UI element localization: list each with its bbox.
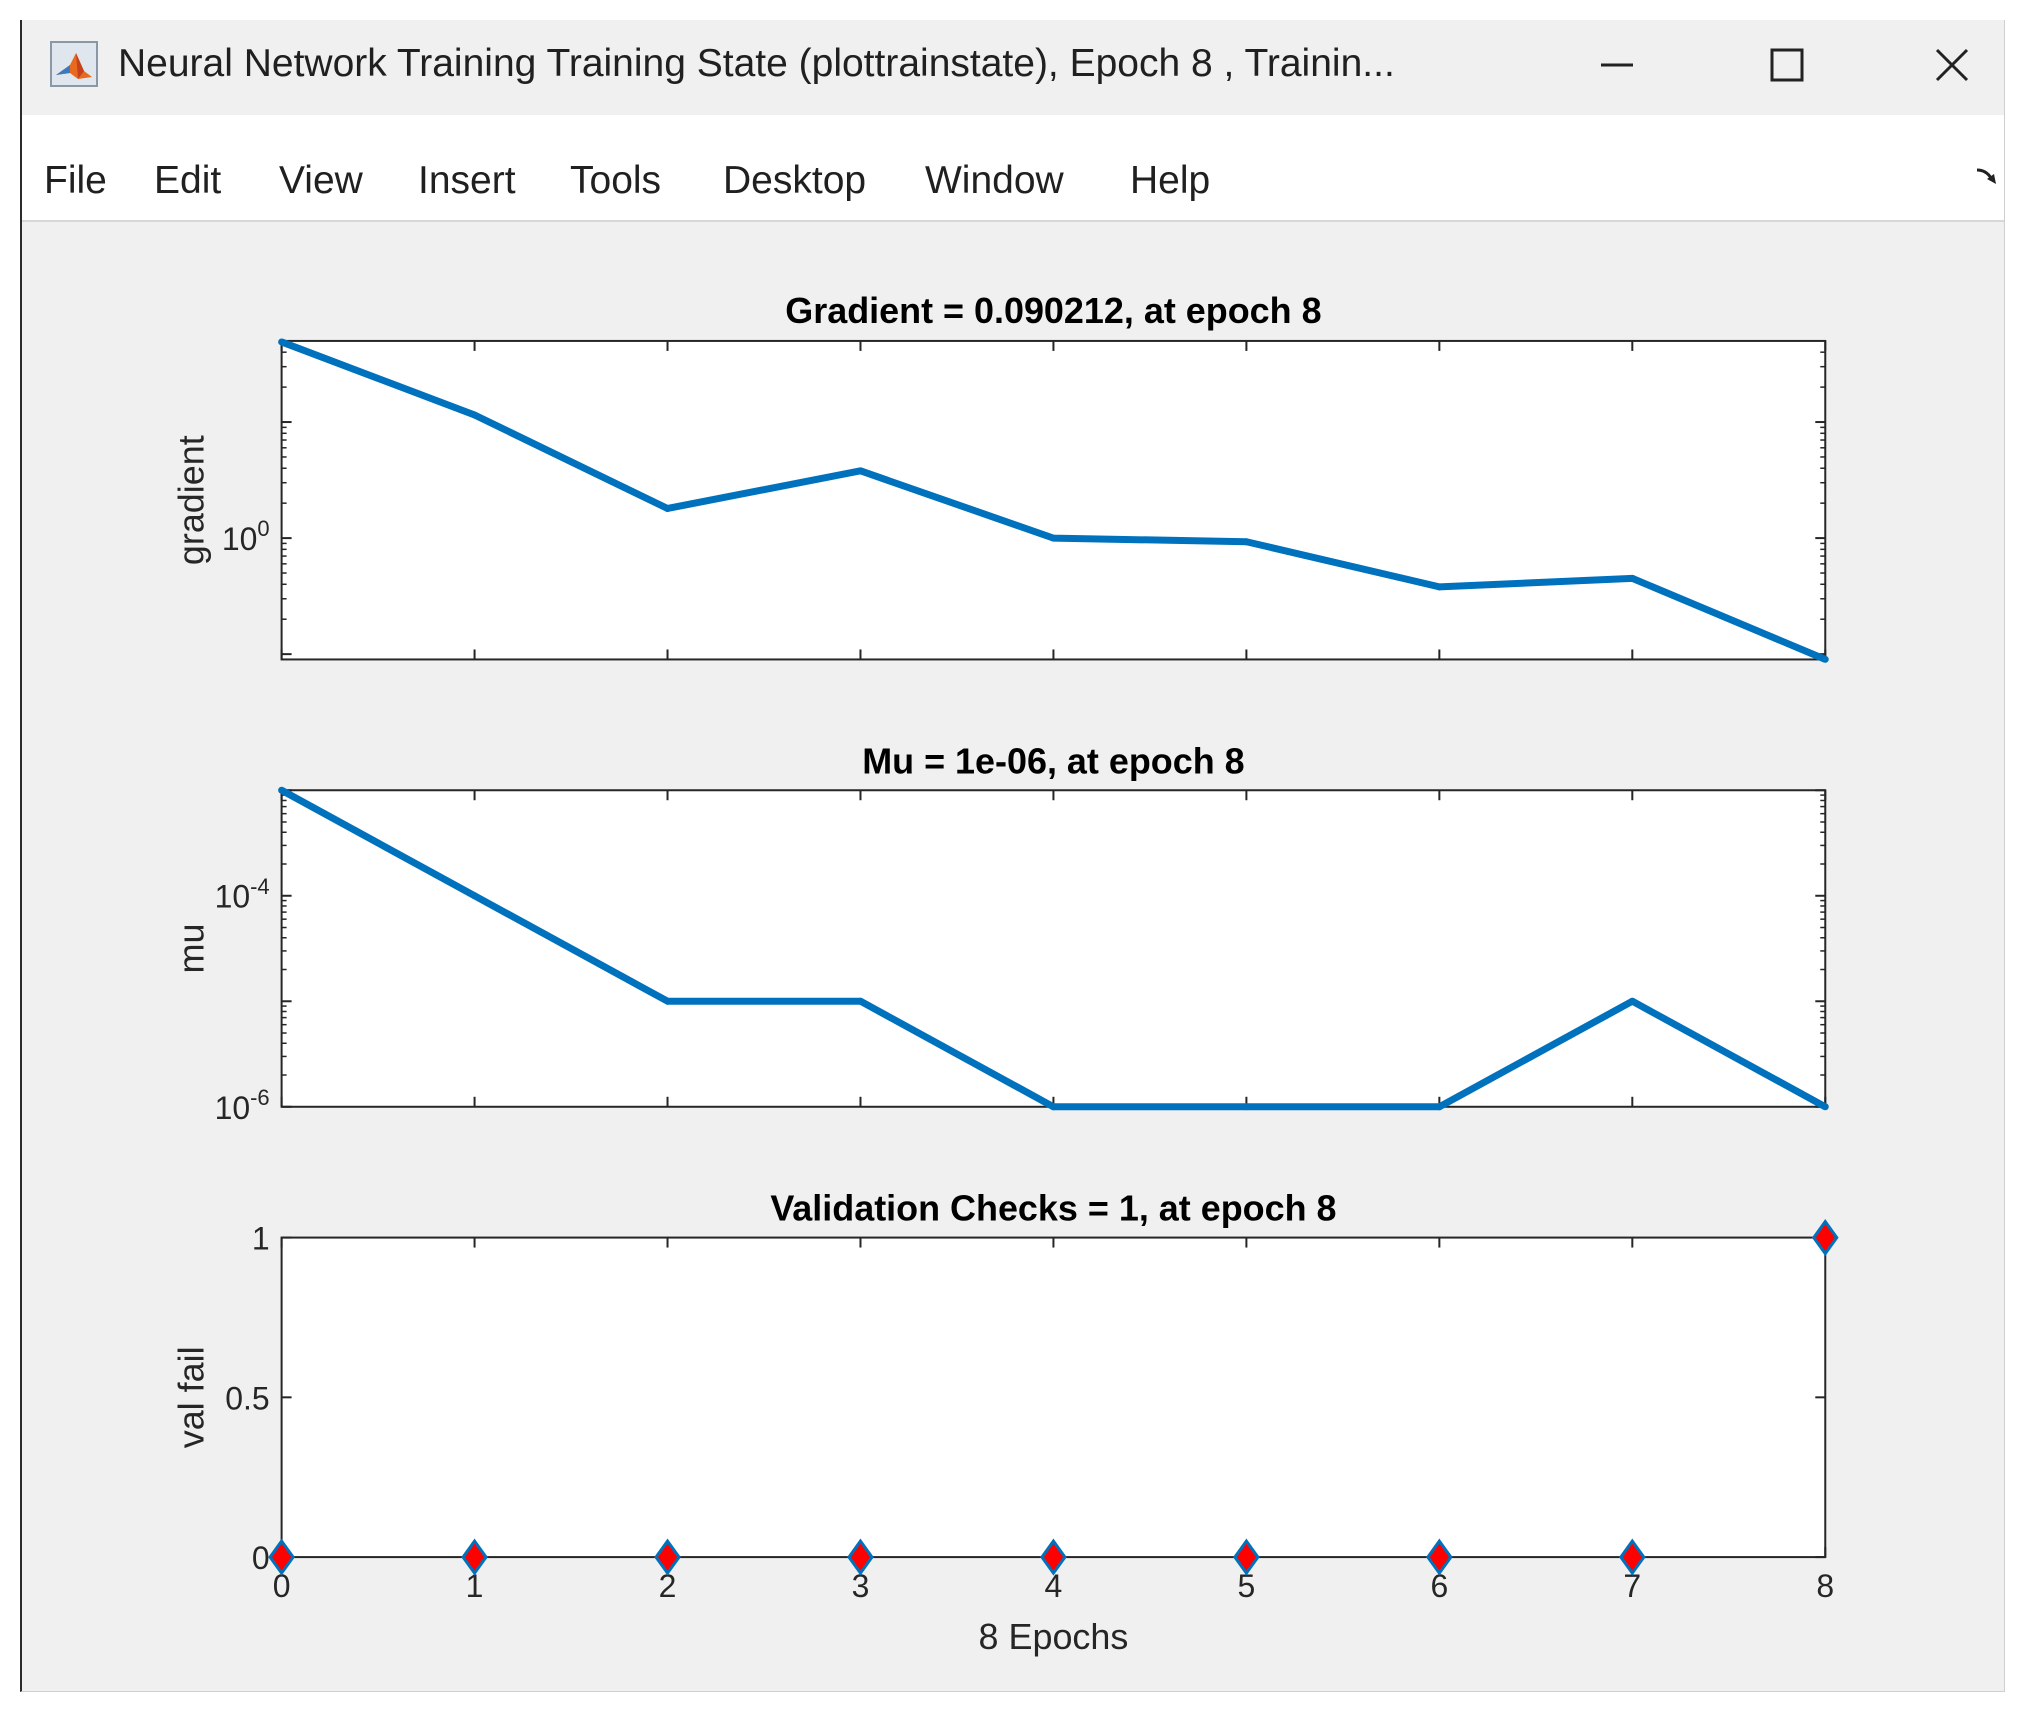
dock-arrow-icon[interactable]: [1974, 165, 1998, 189]
y-tick-label: 0: [252, 1540, 270, 1576]
y-axis-label: gradient: [171, 435, 212, 565]
data-point: [856, 467, 864, 475]
menu-edit[interactable]: Edit: [154, 159, 222, 202]
x-tick-label: 4: [1045, 1568, 1063, 1604]
x-tick-label: 7: [1623, 1568, 1641, 1604]
data-point: [471, 411, 479, 419]
data-point: [1242, 1103, 1250, 1111]
matlab-logo-icon: [50, 41, 98, 87]
x-tick-label: 5: [1238, 1568, 1256, 1604]
title-bar[interactable]: Neural Network Training Training State (…: [22, 20, 2004, 115]
data-point: [1435, 1103, 1443, 1111]
data-point: [1628, 574, 1636, 582]
y-tick-label: 0.5: [225, 1380, 269, 1416]
menu-insert[interactable]: Insert: [418, 159, 516, 202]
axes-1: 100 Gradient = 0.090212, at epoch 8 gradie…: [171, 290, 1829, 663]
close-icon: [1935, 48, 1969, 82]
data-point: [1628, 997, 1636, 1005]
diamond-marker: [1040, 1538, 1067, 1576]
y-tick-label: 100: [222, 516, 270, 557]
data-point: [278, 786, 286, 794]
diamond-marker: [1233, 1538, 1260, 1576]
data-point: [664, 997, 672, 1005]
minimize-button[interactable]: [1567, 32, 1667, 98]
data-point: [1821, 655, 1829, 663]
menu-help[interactable]: Help: [1130, 159, 1211, 202]
diamond-marker: [1811, 1219, 1839, 1257]
x-tick-label: 3: [852, 1568, 870, 1604]
data-point: [1435, 583, 1443, 591]
minimize-icon: [1601, 63, 1633, 67]
plot-area: [280, 1236, 1827, 1559]
menu-desktop[interactable]: Desktop: [723, 159, 867, 202]
maximize-button[interactable]: [1737, 32, 1837, 98]
menu-window[interactable]: Window: [925, 159, 1064, 202]
plot-area: [280, 339, 1827, 661]
chart-title: Mu = 1e-06, at epoch 8: [862, 740, 1244, 781]
data-point: [278, 338, 286, 346]
menu-file[interactable]: File: [44, 159, 107, 202]
data-point: [664, 504, 672, 512]
diamond-marker: [847, 1538, 874, 1576]
plot-area: [280, 789, 1827, 1108]
x-axis-label: 8 Epochs: [979, 1616, 1129, 1657]
data-point: [1049, 534, 1057, 542]
y-tick-label: 10-4: [215, 874, 270, 915]
maximize-icon: [1770, 48, 1804, 82]
data-point: [856, 997, 864, 1005]
y-axis-label: mu: [171, 924, 212, 974]
menu-view[interactable]: View: [279, 159, 363, 202]
window-title: Neural Network Training Training State (…: [118, 42, 1395, 85]
chart-title: Validation Checks = 1, at epoch 8: [770, 1188, 1336, 1229]
data-point: [1049, 1103, 1057, 1111]
diamond-marker: [1426, 1538, 1453, 1576]
data-point: [1821, 1103, 1829, 1111]
diamond-marker: [268, 1538, 295, 1576]
x-tick-label: 6: [1430, 1568, 1448, 1604]
menu-tools[interactable]: Tools: [570, 159, 662, 202]
diamond-marker: [461, 1538, 488, 1576]
data-point: [471, 892, 479, 900]
x-tick-label: 8: [1816, 1568, 1834, 1604]
figure-window: Neural Network Training Training State (…: [20, 20, 2005, 1692]
axes-2: 10-4 10-6 Mu = 1e-06, at epoch 8 mu: [171, 740, 1829, 1126]
data-point: [1242, 538, 1250, 546]
y-tick-label: 10-6: [215, 1085, 270, 1126]
menu-bar: File Edit View Insert Tools Desktop Wind…: [22, 115, 2004, 222]
x-tick-label: 2: [659, 1568, 677, 1604]
y-tick-label: 1: [252, 1221, 270, 1257]
y-axis-label: val fail: [171, 1346, 212, 1448]
axes-3: 0 0.5 1 0 1 2 3 4 5 6 7 8 Validation Checks = 1, at …: [171, 1188, 1839, 1657]
x-tick-label: 0: [273, 1568, 291, 1604]
chart-title: Gradient = 0.090212, at epoch 8: [785, 290, 1321, 331]
x-tick-label: 1: [466, 1568, 484, 1604]
close-button[interactable]: [1902, 32, 2002, 98]
diamond-marker: [1618, 1538, 1646, 1576]
diamond-marker: [654, 1538, 681, 1576]
